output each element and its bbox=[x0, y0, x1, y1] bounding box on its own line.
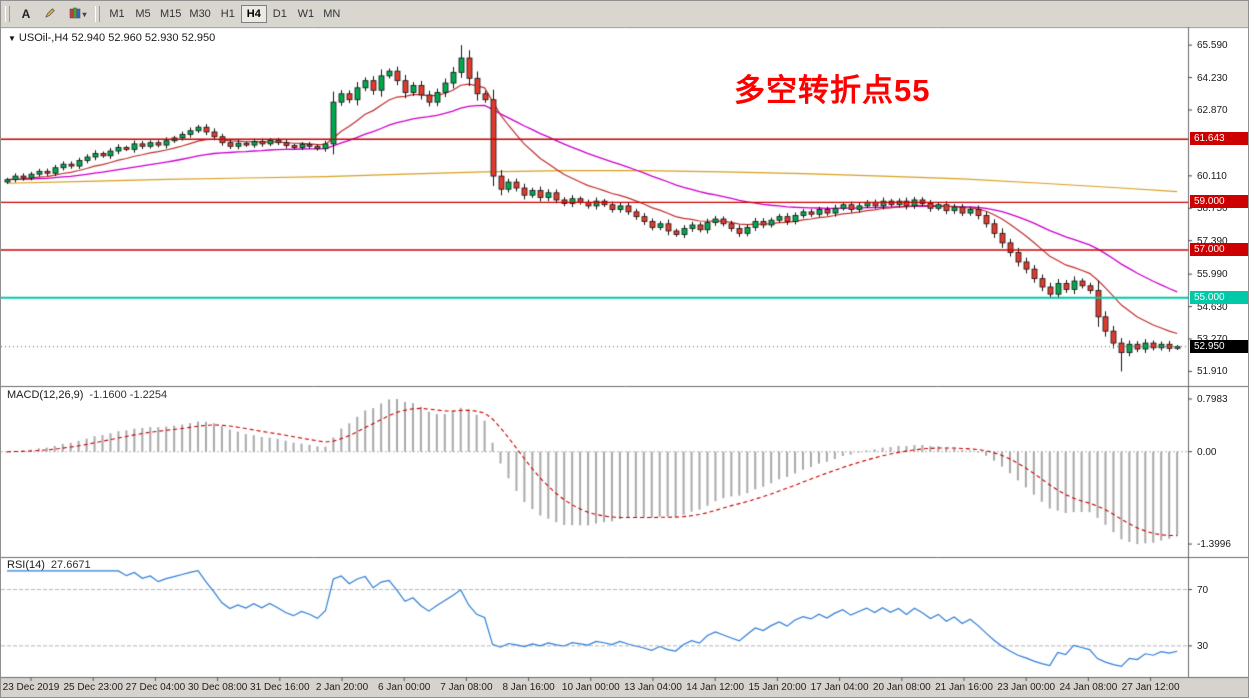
toolbar-grip[interactable] bbox=[5, 6, 10, 22]
chart-canvas[interactable] bbox=[1, 27, 1248, 697]
toolbar: A ▾ M1 M5 M15 M30 H1 H4 D1 W1 MN bbox=[1, 1, 1248, 27]
timeframe-m5-button[interactable]: M5 bbox=[130, 5, 156, 23]
timeframe-h1-button[interactable]: H1 bbox=[215, 5, 241, 23]
colors-dropdown-button[interactable]: ▾ bbox=[62, 4, 94, 24]
draw-tool-button[interactable] bbox=[38, 4, 62, 24]
toolbar-grip[interactable] bbox=[95, 6, 100, 22]
timeframe-mn-button[interactable]: MN bbox=[319, 5, 345, 23]
timeframe-h4-button[interactable]: H4 bbox=[240, 5, 267, 23]
timeframe-d1-button[interactable]: D1 bbox=[267, 5, 293, 23]
timeframe-button-group: M1 M5 M15 M30 H1 H4 D1 W1 MN bbox=[104, 5, 345, 23]
time-axis[interactable] bbox=[1, 677, 1188, 697]
timeframe-m15-button[interactable]: M15 bbox=[156, 5, 185, 23]
crayons-icon bbox=[69, 7, 81, 22]
text-tool-button[interactable]: A bbox=[14, 4, 38, 24]
price-axis[interactable] bbox=[1188, 27, 1248, 677]
pencil-icon bbox=[44, 7, 56, 22]
timeframe-m1-button[interactable]: M1 bbox=[104, 5, 130, 23]
timeframe-m30-button[interactable]: M30 bbox=[185, 5, 214, 23]
timeframe-w1-button[interactable]: W1 bbox=[293, 5, 319, 23]
chevron-down-icon: ▾ bbox=[82, 9, 87, 19]
